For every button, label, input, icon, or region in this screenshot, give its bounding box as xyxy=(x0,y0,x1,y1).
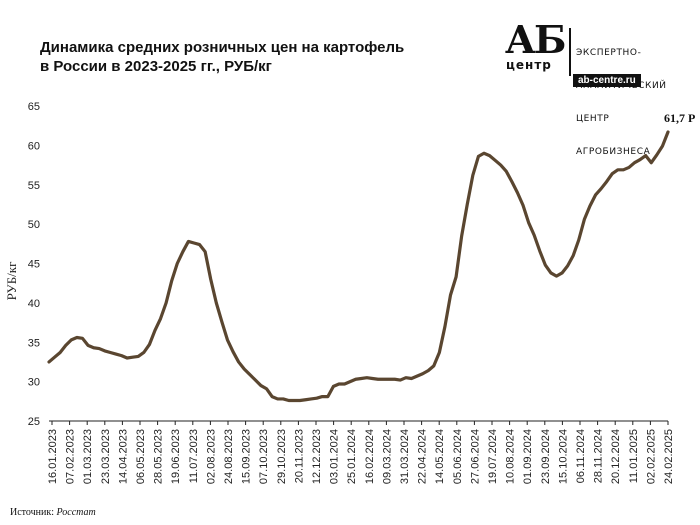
y-tick-label: 30 xyxy=(28,377,40,389)
title-line-2: в России в 2023-2025 гг., РУБ/кг xyxy=(40,58,272,75)
x-tick-label: 22.04.2024 xyxy=(417,429,429,484)
x-tick-label: 19.07.2024 xyxy=(487,429,499,484)
x-tick-label: 23.09.2024 xyxy=(540,429,552,484)
logo-url: ab-centre.ru xyxy=(573,74,641,87)
x-tick-label: 25.01.2024 xyxy=(346,429,358,484)
source-name: Росстат xyxy=(56,507,96,518)
x-tick-label: 07.02.2023 xyxy=(65,429,77,484)
series-group xyxy=(47,130,670,403)
y-tick-label: 50 xyxy=(28,219,40,231)
x-tick-label: 06.05.2023 xyxy=(135,429,147,484)
x-tick-label: 09.03.2024 xyxy=(381,429,393,484)
x-tick-label: 28.05.2023 xyxy=(153,429,165,484)
x-tick-label: 24.08.2023 xyxy=(223,429,235,484)
x-tick-label: 02.02.2025 xyxy=(645,429,657,484)
x-tick-label: 27.06.2024 xyxy=(469,429,481,484)
x-tick-label: 15.09.2023 xyxy=(241,429,253,484)
x-tick-label: 16.02.2024 xyxy=(364,429,376,484)
logo-line-4: АГРОБИЗНЕСА xyxy=(576,147,651,157)
source-label: Источник: xyxy=(10,507,55,518)
logo-line-1: ЭКСПЕРТНО- xyxy=(576,48,642,58)
y-tick-label: 45 xyxy=(28,259,40,271)
x-tick-label: 01.09.2024 xyxy=(522,429,534,484)
x-tick-label: 20.11.2023 xyxy=(293,429,305,483)
x-tick-label: 06.11.2024 xyxy=(575,429,587,483)
logo-mark: АБ xyxy=(505,17,566,62)
x-tick-label: 28.11.2024 xyxy=(593,429,605,483)
source-note: Источник: Росстат xyxy=(10,507,96,518)
x-tick-label: 02.08.2023 xyxy=(205,429,217,484)
x-tick-label: 23.03.2023 xyxy=(100,429,112,484)
x-tick-label: 12.12.2023 xyxy=(311,429,323,484)
x-tick-label: 24.02.2025 xyxy=(663,429,675,484)
x-tick-label: 16.01.2023 xyxy=(47,429,59,484)
x-tick-label: 20.12.2024 xyxy=(610,429,622,484)
x-tick-label: 01.03.2023 xyxy=(82,429,94,484)
x-tick-label: 11.07.2023 xyxy=(188,429,200,483)
x-tick-label: 19.06.2023 xyxy=(170,429,182,484)
x-tick-label: 15.10.2024 xyxy=(557,429,569,484)
y-tick-label: 60 xyxy=(28,140,40,152)
y-tick-label: 35 xyxy=(28,337,40,349)
x-tick-label: 11.01.2025 xyxy=(628,429,640,483)
logo: АБ центр ЭКСПЕРТНО- АНАЛИТИЧЕСКИЙ ЦЕНТР … xyxy=(503,20,693,158)
y-axis: 25 30 35 40 45 50 55 60 65 xyxy=(28,101,40,428)
y-tick-label: 40 xyxy=(28,298,40,310)
x-tick-label: 07.10.2023 xyxy=(258,429,270,484)
series-line xyxy=(47,130,670,403)
chart-title: Динамика средних розничных цен на картоф… xyxy=(40,38,460,76)
x-tick-label: 14.05.2024 xyxy=(434,429,446,484)
end-value-label: 61,7 Р xyxy=(664,111,695,125)
x-tick-label: 31.03.2024 xyxy=(399,429,411,484)
x-tick-label: 29.10.2023 xyxy=(276,429,288,484)
logo-line-3: ЦЕНТР xyxy=(576,114,610,124)
x-axis: 16.01.2023 07.02.2023 01.03.2023 23.03.2023… xyxy=(47,420,675,484)
x-tick-label: 03.01.2024 xyxy=(329,429,341,484)
x-tick-label: 05.06.2024 xyxy=(452,429,464,484)
x-tick-label: 14.04.2023 xyxy=(117,429,129,484)
y-axis-label: РУБ/кг xyxy=(4,262,19,301)
x-tick-label: 10.08.2024 xyxy=(505,429,517,484)
title-line-1: Динамика средних розничных цен на картоф… xyxy=(40,39,405,56)
y-tick-label: 65 xyxy=(28,101,40,113)
logo-divider xyxy=(569,28,571,76)
logo-mark-sub: центр xyxy=(506,58,552,72)
y-tick-label: 25 xyxy=(28,416,40,428)
y-tick-label: 55 xyxy=(28,180,40,192)
